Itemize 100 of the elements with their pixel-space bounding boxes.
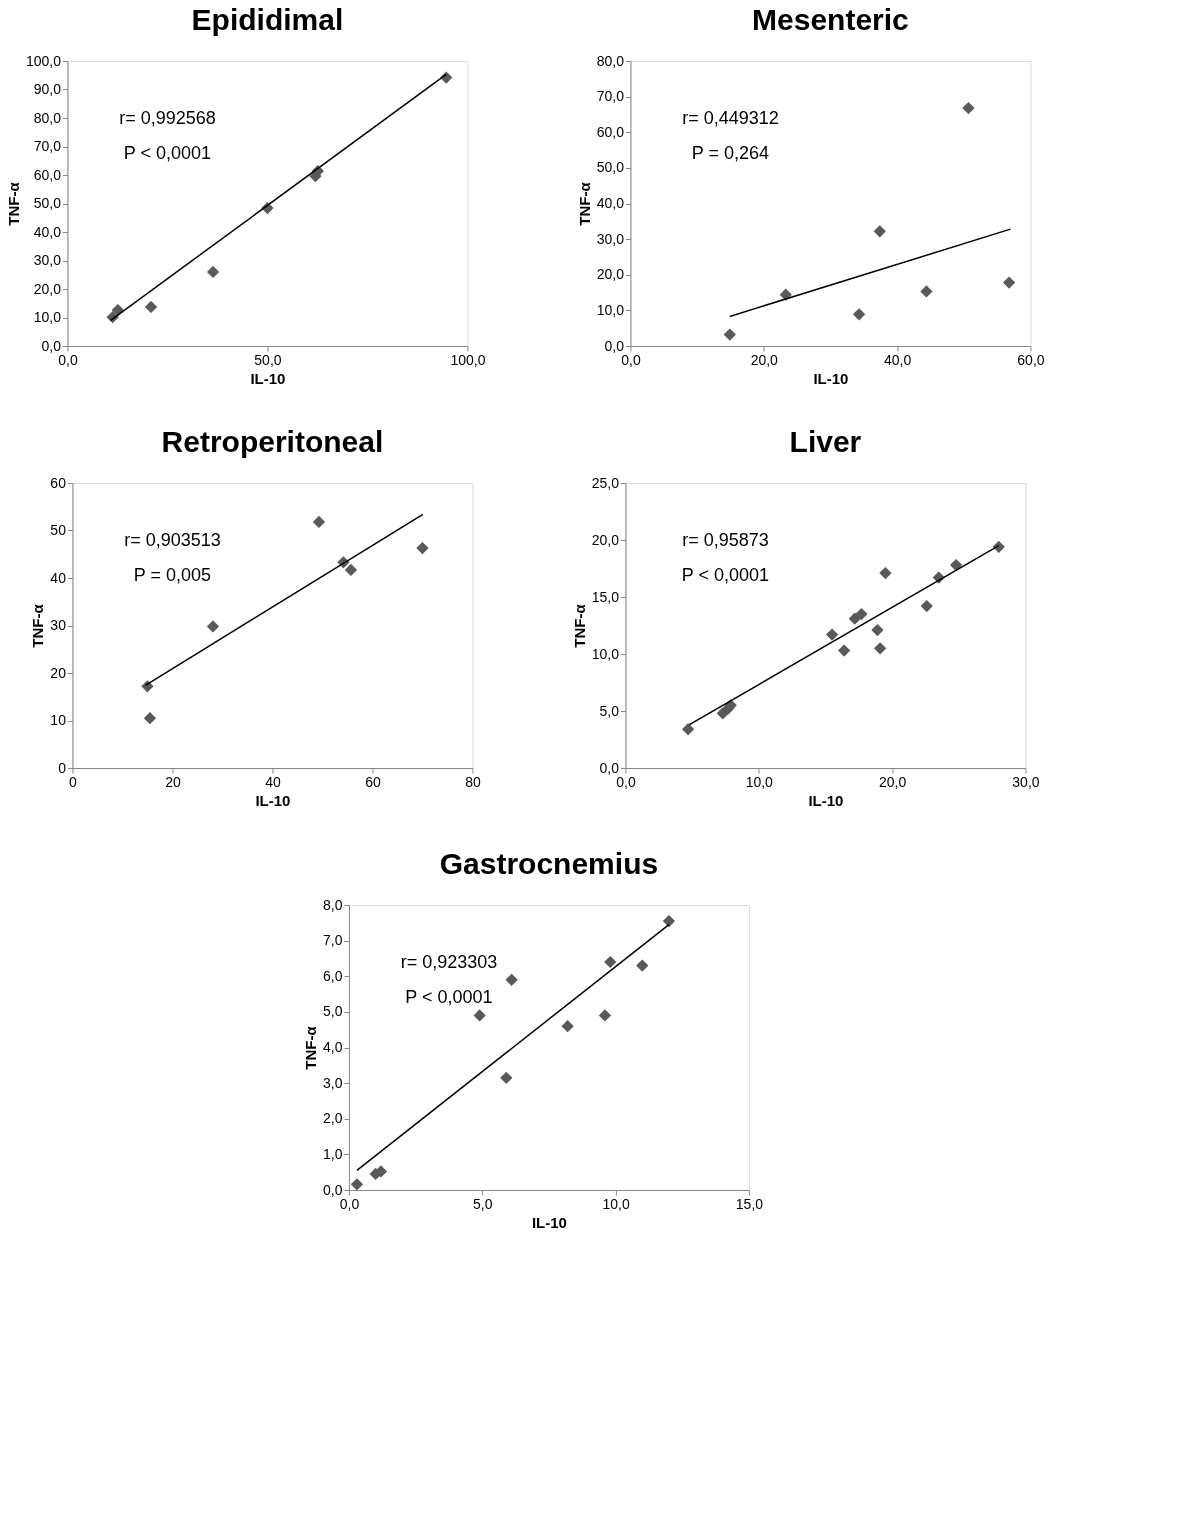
y-tick-label: 70,0: [596, 88, 625, 105]
y-tick-label: 60: [50, 474, 67, 491]
y-tick-label: 60,0: [33, 166, 62, 183]
annotation: P < 0,0001: [681, 565, 770, 585]
chart-title: Epididimal: [191, 3, 344, 36]
annotation: P = 0,264: [691, 143, 770, 163]
point: [920, 600, 933, 613]
chart-title: Gastrocnemius: [439, 847, 659, 880]
point: [837, 644, 851, 657]
x-tick-label: 0,0: [616, 773, 636, 790]
y-tick-label: 0,0: [604, 337, 625, 354]
y-tick-label: 20,0: [33, 280, 62, 297]
point: [962, 101, 975, 115]
x-tick-label: 20: [165, 773, 181, 790]
point: [636, 959, 649, 972]
y-axis-title: TNF-α: [29, 603, 47, 648]
point: [879, 566, 892, 580]
point: [206, 265, 220, 279]
x-axis-title: IL-10: [813, 369, 849, 387]
point: [1002, 276, 1016, 289]
y-tick-label: 10,0: [591, 645, 620, 662]
y-tick-label: 8,0: [322, 896, 343, 913]
point: [144, 300, 158, 314]
x-tick-label: 0,0: [339, 1195, 360, 1212]
y-tick-label: 0: [58, 759, 67, 776]
point: [855, 607, 868, 621]
y-tick-label: 20,0: [596, 266, 625, 283]
y-tick-label: 60,0: [596, 123, 625, 140]
x-tick-label: 5,0: [473, 1195, 493, 1212]
y-tick-label: 10,0: [596, 301, 625, 318]
y-tick-label: 100,0: [25, 52, 62, 69]
annotation: r= 0,992568: [119, 108, 216, 128]
point: [312, 515, 326, 529]
y-tick-label: 25,0: [591, 474, 620, 491]
point: [949, 558, 963, 572]
point: [848, 612, 861, 625]
x-tick-label: 15,0: [735, 1195, 764, 1212]
annotation: P = 0,005: [133, 565, 212, 585]
y-tick-label: 50,0: [33, 195, 62, 211]
annotation: r= 0,903513: [124, 530, 221, 550]
y-tick-label: 50: [50, 522, 67, 538]
annotation: P < 0,0001: [123, 143, 212, 163]
point: [873, 225, 886, 238]
y-axis-title: TNF-α: [575, 181, 593, 226]
point: [350, 1178, 364, 1191]
y-tick-label: 1,0: [322, 1145, 343, 1162]
y-tick-label: 4,0: [322, 1039, 343, 1055]
x-tick-label: 100,0: [450, 351, 486, 368]
x-tick-label: 50,0: [254, 351, 282, 368]
point: [143, 712, 157, 725]
y-tick-label: 30,0: [33, 252, 62, 268]
y-axis-title: TNF-α: [301, 1025, 319, 1070]
y-tick-label: 40: [50, 569, 67, 586]
point: [662, 914, 676, 928]
y-tick-label: 80,0: [596, 52, 625, 69]
point: [723, 328, 736, 341]
y-tick-label: 0,0: [41, 337, 62, 354]
y-tick-label: 7,0: [322, 932, 343, 949]
point: [992, 540, 1005, 553]
y-tick-label: 80,0: [33, 109, 62, 126]
x-tick-label: 20,0: [878, 773, 907, 790]
annotation: P < 0,0001: [405, 987, 493, 1007]
y-tick-label: 15,0: [591, 588, 620, 605]
y-tick-label: 20,0: [591, 531, 620, 548]
y-tick-label: 5,0: [322, 1003, 343, 1020]
point: [852, 308, 866, 321]
x-tick-label: 40,0: [883, 351, 912, 368]
point: [779, 288, 792, 301]
point: [873, 642, 887, 655]
y-tick-label: 0,0: [322, 1181, 343, 1198]
point: [598, 1009, 612, 1022]
annotation: r= 0,95873: [682, 530, 769, 550]
point: [500, 1071, 513, 1084]
chart-title: Retroperitoneal: [161, 425, 384, 458]
y-tick-label: 50,0: [596, 159, 625, 176]
point: [473, 1009, 486, 1022]
x-tick-label: 0,0: [621, 351, 641, 368]
annotation: r= 0,923303: [400, 952, 498, 972]
x-tick-label: 30,0: [1012, 773, 1040, 790]
chart-title: Mesenteric: [752, 3, 909, 36]
x-axis-title: IL-10: [250, 369, 286, 387]
point: [920, 285, 933, 298]
point: [561, 1020, 574, 1033]
point: [604, 955, 617, 969]
point: [681, 723, 695, 736]
x-tick-label: 60: [365, 773, 381, 790]
point: [416, 541, 429, 555]
x-tick-label: 80: [465, 773, 481, 790]
y-tick-label: 3,0: [322, 1074, 343, 1091]
y-tick-label: 40,0: [596, 195, 625, 211]
point: [505, 973, 518, 986]
annotation: r= 0,449312: [682, 108, 779, 128]
y-tick-label: 10,0: [33, 309, 62, 325]
y-tick-label: 30: [50, 617, 67, 633]
x-tick-label: 0: [69, 773, 78, 790]
point: [871, 623, 884, 637]
y-tick-label: 40,0: [33, 223, 62, 240]
chart-title: Liver: [789, 425, 862, 458]
y-tick-label: 20: [50, 664, 67, 681]
y-tick-label: 0,0: [599, 759, 620, 776]
